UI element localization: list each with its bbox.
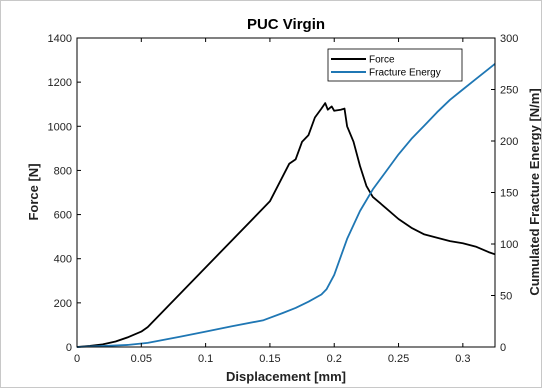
y-left-tick-label: 200	[54, 298, 72, 310]
ticks-layer: 0 0.05 0.1 0.15 0.2 0.25 0.3020040060080010001…	[48, 33, 519, 365]
x-tick-label: 0.05	[131, 353, 152, 365]
series-line-fracture-energy	[76, 63, 496, 348]
legend-box	[327, 48, 463, 82]
y-left-tick-label: 400	[54, 254, 72, 266]
chart-title: PUC Virgin	[247, 16, 325, 33]
x-tick-label: 0.25	[388, 353, 409, 365]
y-right-tick-label: 0	[500, 342, 506, 354]
y-left-tick-label: 0	[66, 342, 72, 354]
plot-border	[76, 37, 496, 348]
y-left-tick-label: 1000	[48, 121, 72, 133]
x-tick-label: 0	[74, 353, 80, 365]
y-left-tick-label: 1400	[48, 33, 72, 45]
y-left-tick-label: 600	[54, 210, 72, 222]
x-tick-label: 0.2	[327, 353, 342, 365]
y-left-tick-label: 1200	[48, 77, 72, 89]
series-layer	[76, 63, 496, 348]
x-tick-label: 0.1	[198, 353, 213, 365]
plot-area	[77, 38, 495, 347]
y-right-axis-title: Cumulated Fracture Energy [N/m]	[527, 88, 541, 295]
legend-label-force: Force	[369, 55, 395, 66]
y-right-tick-label: 100	[500, 239, 518, 251]
y-right-tick-label: 250	[500, 85, 518, 97]
y-left-tick-label: 800	[54, 165, 72, 177]
series-line-force	[76, 102, 496, 348]
x-tick-label: 0.3	[455, 353, 470, 365]
x-tick-label: 0.15	[259, 353, 280, 365]
x-axis-title: Displacement [mm]	[226, 369, 346, 384]
y-right-tick-label: 50	[500, 291, 512, 303]
legend: Force Fracture Energy	[327, 48, 463, 82]
y-left-axis-title: Force [N]	[26, 163, 41, 220]
legend-label-fracture-energy: Fracture Energy	[369, 68, 441, 79]
y-right-tick-label: 150	[500, 188, 518, 200]
y-right-tick-label: 300	[500, 33, 518, 45]
y-right-tick-label: 200	[500, 136, 518, 148]
